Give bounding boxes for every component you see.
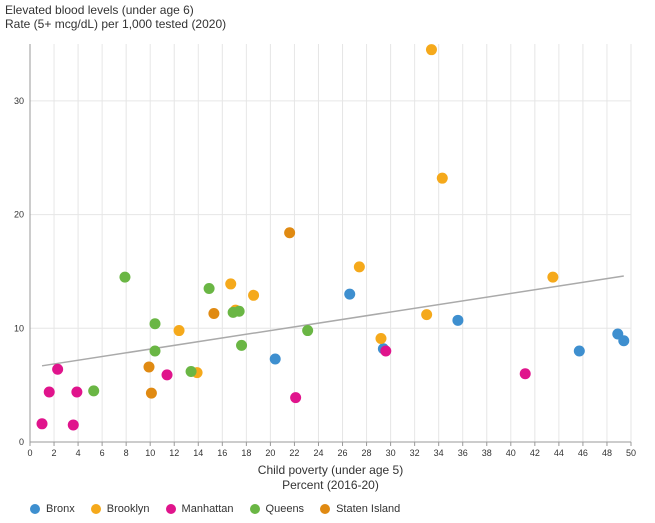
point-manhattan bbox=[290, 392, 302, 404]
legend-item-bronx[interactable]: Bronx bbox=[30, 503, 75, 515]
y-tick-label: 10 bbox=[14, 323, 24, 333]
legend-item-brooklyn[interactable]: Brooklyn bbox=[90, 503, 150, 515]
x-tick-label: 32 bbox=[410, 448, 420, 458]
point-queens bbox=[185, 365, 197, 377]
x-tick-label: 12 bbox=[169, 448, 179, 458]
point-queens bbox=[236, 339, 248, 351]
x-tick-label: 30 bbox=[386, 448, 396, 458]
x-tick-label: 46 bbox=[578, 448, 588, 458]
point-bronx bbox=[573, 345, 585, 357]
point-queens bbox=[203, 282, 215, 294]
x-axis-title: Child poverty (under age 5) bbox=[258, 463, 403, 477]
x-tick-label: 26 bbox=[338, 448, 348, 458]
y-tick-label: 30 bbox=[14, 96, 24, 106]
point-bronx bbox=[269, 353, 281, 365]
point-brooklyn bbox=[248, 289, 260, 301]
x-tick-label: 18 bbox=[241, 448, 251, 458]
legend-marker bbox=[249, 504, 260, 514]
x-tick-label: 20 bbox=[265, 448, 275, 458]
point-manhattan bbox=[36, 418, 48, 430]
point-manhattan bbox=[71, 386, 83, 398]
point-manhattan bbox=[380, 345, 392, 357]
point-brooklyn bbox=[173, 325, 185, 337]
chart-subtitle: Rate (5+ mcg/dL) per 1,000 tested (2020) bbox=[5, 17, 227, 31]
point-brooklyn bbox=[436, 172, 448, 184]
legend-label: Staten Island bbox=[336, 503, 401, 515]
x-tick-label: 44 bbox=[554, 448, 564, 458]
point-queens bbox=[119, 271, 131, 283]
x-tick-label: 24 bbox=[313, 448, 323, 458]
x-tick-label: 50 bbox=[626, 448, 636, 458]
point-manhattan bbox=[52, 363, 64, 375]
point-queens bbox=[149, 345, 161, 357]
point-brooklyn bbox=[353, 261, 365, 273]
legend-label: Manhattan bbox=[181, 503, 234, 515]
legend-item-staten-island[interactable]: Staten Island bbox=[320, 503, 400, 515]
point-staten-island bbox=[208, 308, 220, 320]
point-brooklyn bbox=[547, 271, 559, 283]
point-queens bbox=[88, 385, 100, 397]
x-tick-label: 2 bbox=[52, 448, 57, 458]
chart-legend: Bronx Brooklyn Manhattan Queens Staten Islan… bbox=[30, 503, 400, 515]
legend-marker bbox=[165, 504, 176, 514]
point-bronx bbox=[452, 314, 464, 326]
point-staten-island bbox=[143, 361, 155, 373]
x-tick-label: 48 bbox=[602, 448, 612, 458]
x-tick-label: 16 bbox=[217, 448, 227, 458]
legend-label: Queens bbox=[265, 503, 305, 515]
point-manhattan bbox=[67, 419, 79, 431]
legend-label: Brooklyn bbox=[106, 503, 150, 515]
legend-marker bbox=[30, 504, 40, 514]
x-tick-label: 28 bbox=[362, 448, 372, 458]
x-axis-subtitle: Percent (2016-20) bbox=[282, 478, 379, 492]
x-tick-label: 38 bbox=[482, 448, 492, 458]
trend-line bbox=[41, 275, 624, 367]
point-brooklyn bbox=[425, 44, 437, 56]
x-tick-label: 4 bbox=[76, 448, 81, 458]
legend-item-queens[interactable]: Queens bbox=[249, 503, 305, 515]
point-queens bbox=[302, 325, 314, 337]
x-tick-label: 42 bbox=[530, 448, 540, 458]
x-tick-label: 10 bbox=[145, 448, 155, 458]
point-brooklyn bbox=[375, 333, 387, 345]
x-tick-label: 34 bbox=[434, 448, 444, 458]
point-manhattan bbox=[43, 386, 55, 398]
point-staten-island bbox=[284, 227, 296, 239]
x-tick-label: 14 bbox=[193, 448, 203, 458]
point-brooklyn bbox=[225, 278, 237, 290]
y-tick-label: 20 bbox=[14, 210, 24, 220]
legend-marker bbox=[90, 504, 101, 514]
point-queens bbox=[149, 318, 161, 330]
y-tick-label: 0 bbox=[19, 437, 24, 447]
point-queens bbox=[233, 305, 245, 317]
x-tick-label: 6 bbox=[100, 448, 105, 458]
point-manhattan bbox=[161, 369, 173, 381]
chart-title: Elevated blood levels (under age 6) bbox=[5, 3, 194, 17]
x-tick-label: 36 bbox=[458, 448, 468, 458]
point-manhattan bbox=[519, 368, 531, 380]
x-tick-label: 22 bbox=[289, 448, 299, 458]
point-brooklyn bbox=[421, 309, 433, 321]
legend-item-manhattan[interactable]: Manhattan bbox=[165, 503, 234, 515]
point-bronx bbox=[344, 288, 356, 300]
legend-marker bbox=[320, 504, 331, 514]
legend-label: Bronx bbox=[46, 503, 75, 515]
x-tick-label: 40 bbox=[506, 448, 516, 458]
point-bronx bbox=[618, 335, 630, 347]
point-staten-island bbox=[145, 387, 157, 399]
x-tick-label: 0 bbox=[27, 448, 32, 458]
x-tick-label: 8 bbox=[124, 448, 129, 458]
